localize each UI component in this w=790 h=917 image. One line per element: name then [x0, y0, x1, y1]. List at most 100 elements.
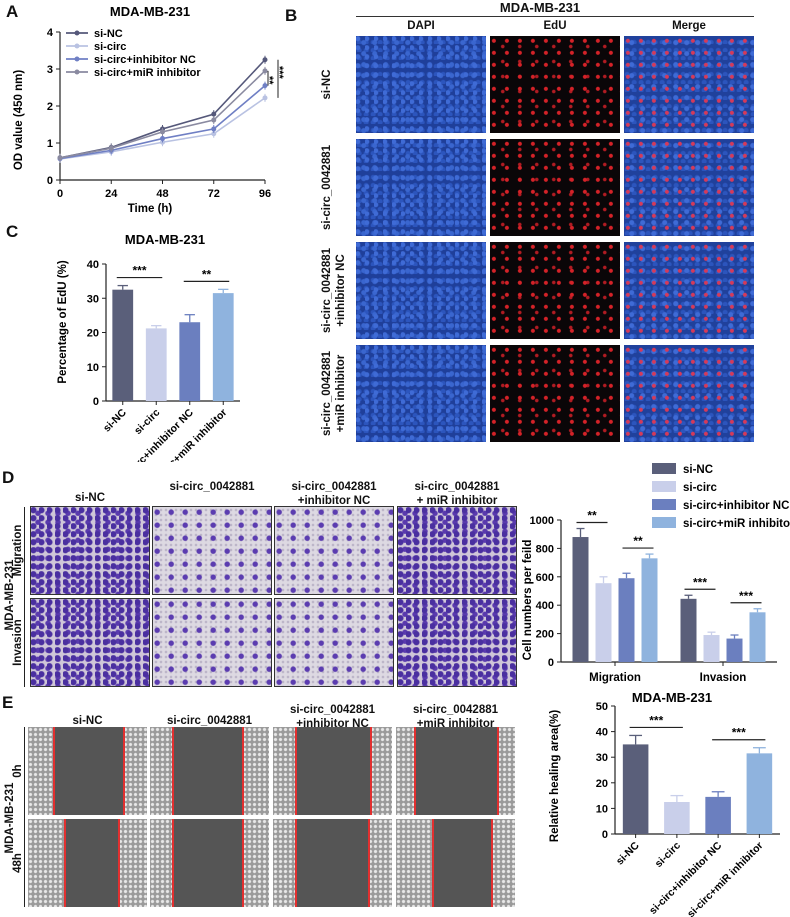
panel-b-title: MDA-MB-231: [499, 0, 581, 15]
chart-e-title: MDA-MB-231: [632, 690, 712, 705]
panel-e-image-48h: [273, 819, 392, 907]
chart-a-xtick-label: 24: [105, 188, 118, 200]
chart-d-legend-swatch: [652, 517, 676, 528]
chart-e-bar: [664, 802, 690, 834]
panel-e-row-label: 48h: [12, 853, 24, 873]
panel-e-row-label: 0h: [12, 764, 24, 778]
chart-d-bar: [726, 638, 743, 662]
chart-a-xtick-label: 96: [259, 188, 271, 200]
chart-d-bar: [680, 598, 697, 662]
chart-a-point: [160, 129, 165, 135]
chart-d-sig-label: ***: [739, 589, 753, 603]
wound-cell-edge: [396, 727, 414, 815]
chart-a-annot-1: **: [263, 76, 275, 85]
chart-a-xtick-label: 72: [208, 188, 220, 200]
chart-d-legend-label: si-circ+miR inhibitor: [683, 518, 790, 530]
chart-d-ytick-label: 800: [536, 543, 554, 555]
panel-b-image-edu: [490, 345, 620, 442]
chart-c-sig-label: ***: [132, 264, 146, 278]
panel-b-image-dapi: [356, 36, 486, 133]
panel-d-col-label: si-NC: [74, 492, 106, 504]
panel-b-image-merge: [624, 242, 754, 339]
panel-b-image-dapi: [356, 139, 486, 236]
wound-boundary-line: [53, 727, 55, 815]
panel-d-image-invasion: [397, 598, 517, 687]
chart-c-ytick-label: 30: [87, 293, 99, 305]
chart-a-point: [160, 136, 165, 142]
wound-cell-edge: [150, 819, 172, 907]
chart-d-bar: [618, 578, 635, 662]
chart-a-xtick-label: 0: [57, 188, 63, 200]
panel-b-col-edu: EdU: [543, 20, 567, 32]
chart-e-xtick-label: si-circ+miR inhibitor: [685, 840, 765, 917]
chart-a-point: [262, 83, 268, 89]
wound-cell-edge: [28, 727, 53, 815]
chart-c-title: MDA-MB-231: [125, 232, 205, 247]
chart-e-bar: [705, 796, 731, 834]
panel-b-image-merge: [624, 139, 754, 236]
chart-d-group-label: Invasion: [700, 672, 747, 684]
chart-a-title: MDA-MB-231: [110, 4, 190, 19]
chart-a-point: [262, 95, 268, 101]
wound-cell-edge: [242, 727, 269, 815]
chart-e-bar: [622, 744, 649, 834]
panel-e-image-0h: [273, 727, 392, 815]
chart-a-legend-label: si-circ: [94, 41, 126, 53]
panel-d-side-rule: [24, 507, 25, 687]
chart-c-bar: [212, 293, 234, 401]
wound-cell-edge: [273, 819, 295, 907]
panel-b-image-dapi: [356, 345, 486, 442]
chart-d-legend-label: si-circ+inhibitor NC: [683, 500, 789, 512]
panel-d-image-migration: [30, 506, 150, 595]
chart-e-svg: MDA-MB-231 0 10 20 30 40 50 si-NC si-circsi-cir…: [549, 690, 780, 917]
wound-cell-edge: [368, 819, 392, 907]
chart-d-bar: [572, 537, 589, 662]
chart-e-sig-label: ***: [732, 726, 746, 740]
chart-a-xtick-label: 48: [156, 188, 168, 200]
chart-a-point: [211, 126, 217, 132]
chart-a-point: [211, 117, 217, 123]
wound-boundary-line: [368, 819, 370, 907]
panel-e-image-48h: [28, 819, 147, 907]
chart-d-sig-label: **: [587, 509, 597, 523]
wound-boundary-line: [497, 727, 499, 815]
panel-e-side-rule: [24, 727, 25, 907]
chart-a-ytick-label: 1: [47, 138, 53, 150]
chart-a-annot-2: ***: [273, 66, 285, 80]
panel-b-title-rule: [356, 16, 754, 17]
chart-a-point: [262, 57, 268, 63]
chart-d-sig-label: ***: [693, 575, 707, 589]
chart-d-ytick-label: 0: [548, 657, 554, 669]
chart-a-legend-marker: [74, 30, 80, 36]
chart-c-bar: [179, 322, 201, 401]
chart-d-group-label: Migration: [589, 672, 641, 684]
chart-c-xtick-label: si-NC: [101, 406, 129, 434]
chart-c-xtick-label: si-circ: [132, 407, 162, 437]
chart-e-ytick-label: 40: [596, 727, 608, 739]
wound-boundary-line: [123, 727, 125, 815]
chart-a-ytick-label: 4: [47, 27, 54, 39]
wound-cell-edge: [491, 819, 515, 907]
chart-d-ytick-label: 1000: [530, 515, 554, 527]
wound-boundary-line: [414, 727, 416, 815]
panel-letter-a: A: [6, 2, 19, 21]
chart-e-ytick-label: 10: [596, 803, 608, 815]
wound-cell-edge: [242, 819, 269, 907]
chart-c-ytick-label: 40: [87, 259, 99, 271]
panel-e-image-0h: [396, 727, 515, 815]
panel-letter-c: C: [6, 222, 19, 241]
chart-d-ytick-label: 400: [536, 600, 554, 612]
wound-cell-edge: [396, 819, 432, 907]
panel-letter-d: D: [2, 468, 15, 487]
chart-a-point: [211, 111, 217, 117]
panel-d-col-label: si-circ_0042881 +inhibitor NC: [291, 481, 377, 507]
chart-a-legend-marker: [74, 56, 80, 62]
chart-e-xtick-label: si-circ: [653, 840, 683, 870]
panel-d-row-label: Migration: [12, 524, 24, 577]
chart-a-point: [57, 155, 63, 161]
wound-cell-edge: [370, 727, 392, 815]
wound-cell-edge: [28, 819, 64, 907]
chart-c-ytick-label: 10: [87, 362, 99, 374]
panel-e-image-48h: [396, 819, 515, 907]
panel-b-row-label: si-circ_0042881: [321, 144, 333, 231]
